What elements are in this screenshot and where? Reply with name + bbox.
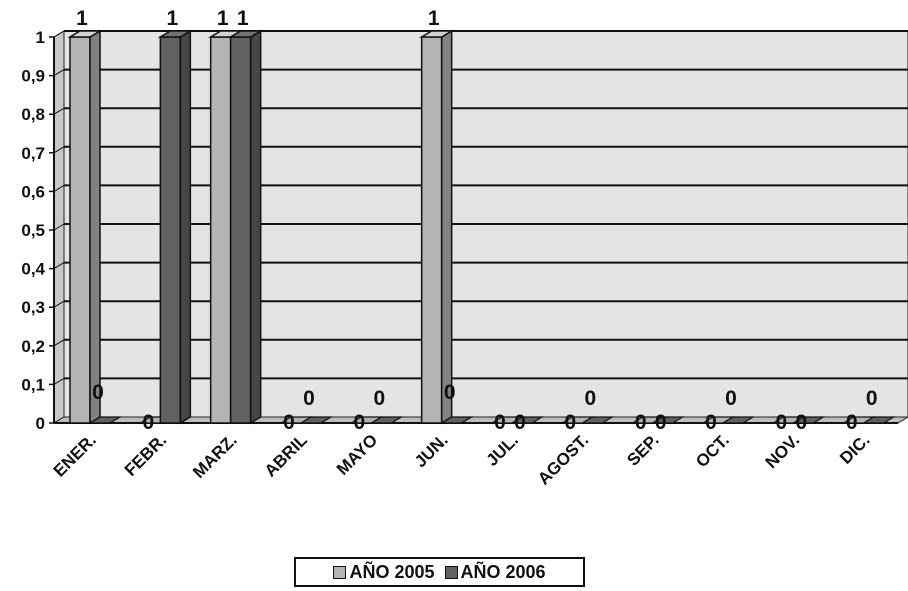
bar-2006-0 [87,416,123,424]
data-label: 0 [584,387,596,410]
y-tick-label: 0,1 [21,375,45,394]
legend-label-2005: AÑO 2005 [349,561,435,582]
bar-2005-0-top [67,30,103,38]
y-tick-label: 1 [36,28,45,47]
bar-2005-0-side [89,29,101,425]
data-label: 0 [353,411,365,434]
data-label: 0 [655,411,667,434]
bar-2005-2 [209,36,232,424]
bar-2006-2-side [249,29,262,425]
y-tick-label: 0,7 [21,144,45,163]
data-label: 0 [725,387,737,410]
gridline-side [53,69,65,77]
bar-2006-1-top [157,30,194,38]
bar-2006-10 [791,416,826,424]
data-label: 0 [373,387,385,410]
x-tick-label: DIC. [836,430,873,467]
bar-2005-5 [420,36,443,424]
legend-item-2005: AÑO 2005 [333,561,435,583]
legend: AÑO 2005 AÑO 2006 [294,557,585,587]
legend-item-2006: AÑO 2006 [444,561,546,583]
bar-2006-11 [861,416,896,424]
data-label: 0 [635,411,647,434]
bar-2006-8 [650,416,685,424]
data-label: 0 [283,411,295,434]
x-tick-label: SEP. [623,430,662,469]
gridline-side [53,184,65,192]
bar-2006-1 [159,36,182,424]
data-label: 1 [217,7,229,30]
data-label: 0 [494,411,506,434]
bar-2005-5-side [440,29,453,425]
data-label: 0 [775,411,787,434]
legend-swatch-2006 [444,565,458,579]
y-tick-label: 0,5 [21,221,45,240]
data-label: 0 [705,411,717,434]
y-tick-label: 0,8 [21,105,45,124]
data-label: 0 [564,411,576,434]
data-label: 0 [303,387,315,410]
gridline-side [53,146,65,154]
bar-2006-2-top [227,30,264,38]
data-label: 0 [514,411,526,434]
x-tick-label: OCT. [692,430,733,471]
data-label: 0 [866,387,878,410]
x-tick-label: MARZ. [189,430,240,481]
bar-2006-6 [509,416,545,424]
data-label: 0 [795,411,807,434]
data-label: 0 [142,411,154,434]
data-label: 1 [76,7,88,30]
bar-2006-9 [720,416,756,424]
bar-2005-5-top [418,30,455,38]
data-label: 1 [428,7,440,30]
legend-swatch-2005 [333,565,347,579]
gridline-side [53,223,65,231]
data-label: 0 [444,381,456,404]
bar-2005-0 [69,36,91,424]
data-label: 1 [166,7,178,30]
bar-2006-2 [229,36,252,424]
gridline-side [53,107,65,115]
x-tick-label: JUL. [483,430,522,469]
x-tick-label: AGOST. [534,430,592,488]
bar-2006-4 [369,416,404,424]
data-label: 1 [237,7,249,30]
x-tick-label: MAYO [333,430,381,478]
x-tick-label: FEBR. [121,430,170,479]
data-label: 0 [92,381,104,404]
y-tick-label: 0 [36,414,45,433]
bar-2006-7 [580,416,615,424]
gridline-side [53,30,65,38]
y-tick-label: 0,6 [21,182,45,201]
gridline-side [53,377,65,385]
legend-label-2006: AÑO 2006 [460,561,546,582]
gridline-side [53,339,65,347]
bar-2006-1-side [179,29,192,425]
y-tick-label: 0,9 [21,67,45,86]
x-tick-label: ENER. [50,430,100,480]
data-label: 0 [846,411,858,434]
gridline-side [53,262,65,270]
x-tick-label: NOV. [762,430,804,472]
bar-2006-5 [439,416,474,424]
y-tick-label: 0,4 [21,260,45,279]
y-tick-label: 0,3 [21,298,45,317]
bar-2006-3 [298,416,334,424]
y-tick-label: 0,2 [21,337,45,356]
x-tick-label: ABRIL [261,430,311,480]
gridline-side [53,300,65,308]
x-tick-label: JUN. [411,430,452,471]
